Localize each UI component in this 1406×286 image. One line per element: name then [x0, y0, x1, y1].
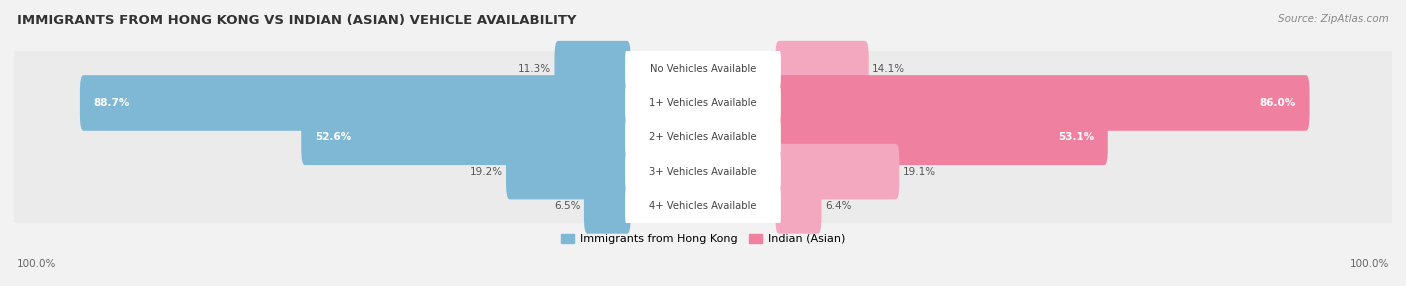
Text: 3+ Vehicles Available: 3+ Vehicles Available [650, 167, 756, 176]
FancyBboxPatch shape [775, 41, 869, 96]
Text: 52.6%: 52.6% [315, 132, 352, 142]
Legend: Immigrants from Hong Kong, Indian (Asian): Immigrants from Hong Kong, Indian (Asian… [557, 229, 849, 249]
FancyBboxPatch shape [583, 178, 631, 234]
FancyBboxPatch shape [775, 110, 1108, 165]
FancyBboxPatch shape [626, 117, 780, 157]
Text: No Vehicles Available: No Vehicles Available [650, 64, 756, 74]
FancyBboxPatch shape [554, 41, 631, 96]
Text: 19.2%: 19.2% [470, 167, 502, 176]
FancyBboxPatch shape [626, 152, 780, 192]
Text: 11.3%: 11.3% [517, 64, 551, 74]
Text: Source: ZipAtlas.com: Source: ZipAtlas.com [1278, 14, 1389, 24]
Text: 86.0%: 86.0% [1260, 98, 1296, 108]
FancyBboxPatch shape [506, 144, 631, 199]
Text: 6.5%: 6.5% [554, 201, 581, 211]
FancyBboxPatch shape [13, 176, 1393, 236]
FancyBboxPatch shape [775, 75, 1309, 131]
FancyBboxPatch shape [626, 49, 780, 89]
FancyBboxPatch shape [301, 110, 631, 165]
FancyBboxPatch shape [626, 186, 780, 226]
Text: 2+ Vehicles Available: 2+ Vehicles Available [650, 132, 756, 142]
Text: 6.4%: 6.4% [825, 201, 852, 211]
Text: 100.0%: 100.0% [17, 259, 56, 269]
FancyBboxPatch shape [13, 108, 1393, 167]
Text: 19.1%: 19.1% [903, 167, 936, 176]
Text: 14.1%: 14.1% [872, 64, 905, 74]
FancyBboxPatch shape [626, 83, 780, 123]
Text: 88.7%: 88.7% [94, 98, 131, 108]
Text: 100.0%: 100.0% [1350, 259, 1389, 269]
Text: IMMIGRANTS FROM HONG KONG VS INDIAN (ASIAN) VEHICLE AVAILABILITY: IMMIGRANTS FROM HONG KONG VS INDIAN (ASI… [17, 14, 576, 27]
FancyBboxPatch shape [13, 39, 1393, 98]
Text: 53.1%: 53.1% [1057, 132, 1094, 142]
FancyBboxPatch shape [13, 142, 1393, 201]
Text: 1+ Vehicles Available: 1+ Vehicles Available [650, 98, 756, 108]
FancyBboxPatch shape [775, 178, 821, 234]
FancyBboxPatch shape [775, 144, 900, 199]
FancyBboxPatch shape [80, 75, 631, 131]
Text: 4+ Vehicles Available: 4+ Vehicles Available [650, 201, 756, 211]
FancyBboxPatch shape [13, 73, 1393, 133]
